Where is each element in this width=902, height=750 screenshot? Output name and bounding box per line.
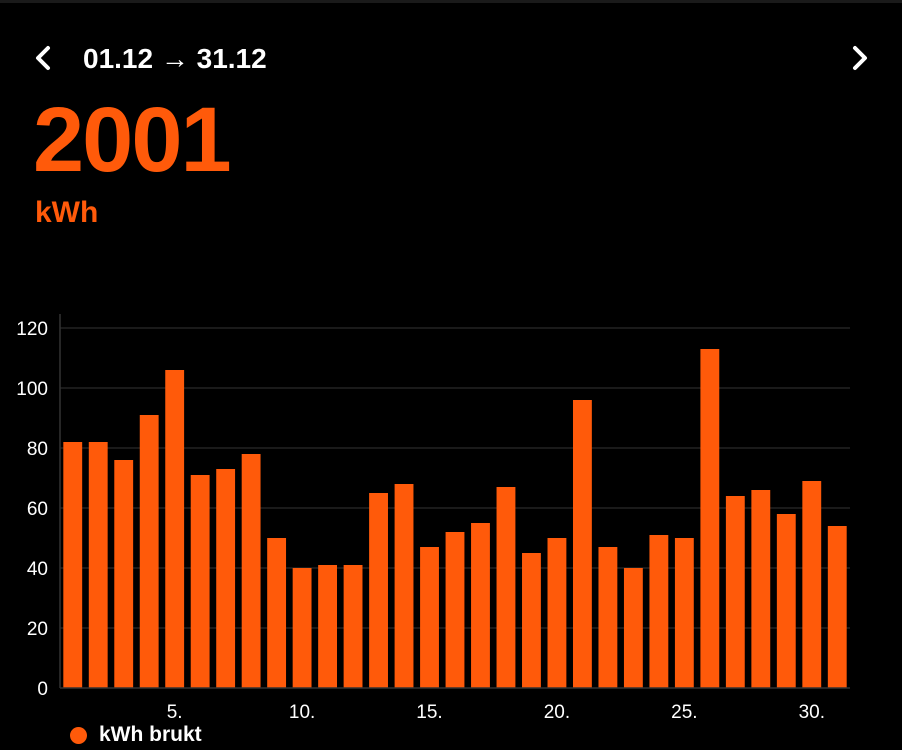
x-tick-label: 10. (289, 702, 315, 720)
bar (369, 493, 388, 688)
y-tick-label: 0 (37, 679, 48, 700)
legend-label: kWh brukt (99, 723, 202, 746)
bar (63, 442, 83, 688)
bar (471, 523, 490, 688)
bar (165, 370, 185, 688)
x-tick-label: 20. (544, 702, 570, 720)
bar (725, 496, 745, 688)
bar (598, 547, 618, 688)
x-tick-label: 30. (799, 702, 825, 720)
y-tick-label: 40 (27, 559, 48, 580)
header: 01.12 → 31.12 (0, 30, 902, 90)
bar (190, 475, 210, 688)
bar (522, 553, 541, 688)
top-divider (0, 0, 902, 3)
bar (241, 454, 261, 688)
bar (420, 547, 439, 688)
y-tick-label: 20 (27, 619, 48, 640)
y-tick-label: 80 (27, 439, 48, 460)
chart-legend: kWh brukt (70, 722, 202, 748)
previous-period-button[interactable] (26, 40, 62, 76)
bar (572, 400, 592, 688)
bar (267, 538, 287, 688)
chevron-right-icon (853, 46, 867, 70)
bar (700, 349, 720, 688)
y-tick-label: 60 (27, 499, 48, 520)
bar (827, 526, 847, 688)
bar (776, 514, 796, 688)
bar (547, 538, 567, 688)
next-period-button[interactable] (841, 40, 877, 76)
total-consumption: 2001 (33, 89, 232, 191)
bar (674, 538, 694, 688)
bar (751, 490, 771, 688)
x-tick-label: 5. (167, 702, 183, 720)
legend-swatch (70, 726, 87, 744)
chevron-left-icon (36, 46, 50, 70)
bar (114, 460, 134, 688)
bar (216, 469, 236, 688)
y-tick-label: 100 (16, 379, 48, 400)
x-tick-label: 25. (671, 702, 697, 720)
bar (343, 565, 363, 688)
bar (292, 568, 312, 688)
bar (139, 415, 159, 688)
bar (445, 532, 465, 688)
bar (802, 481, 822, 688)
bar (649, 535, 669, 688)
bar (496, 487, 516, 688)
x-tick-label: 15. (416, 702, 442, 720)
total-unit: kWh (35, 196, 99, 229)
bar (623, 568, 643, 688)
date-range: 01.12 → 31.12 (83, 43, 267, 74)
bar (394, 484, 414, 688)
y-tick-label: 120 (16, 319, 48, 340)
bar (318, 565, 338, 688)
bar (88, 442, 108, 688)
consumption-bar-chart: 0 20 40 60 80 100 120 5. 10. 15. 20. 25. 30. (16, 314, 850, 720)
